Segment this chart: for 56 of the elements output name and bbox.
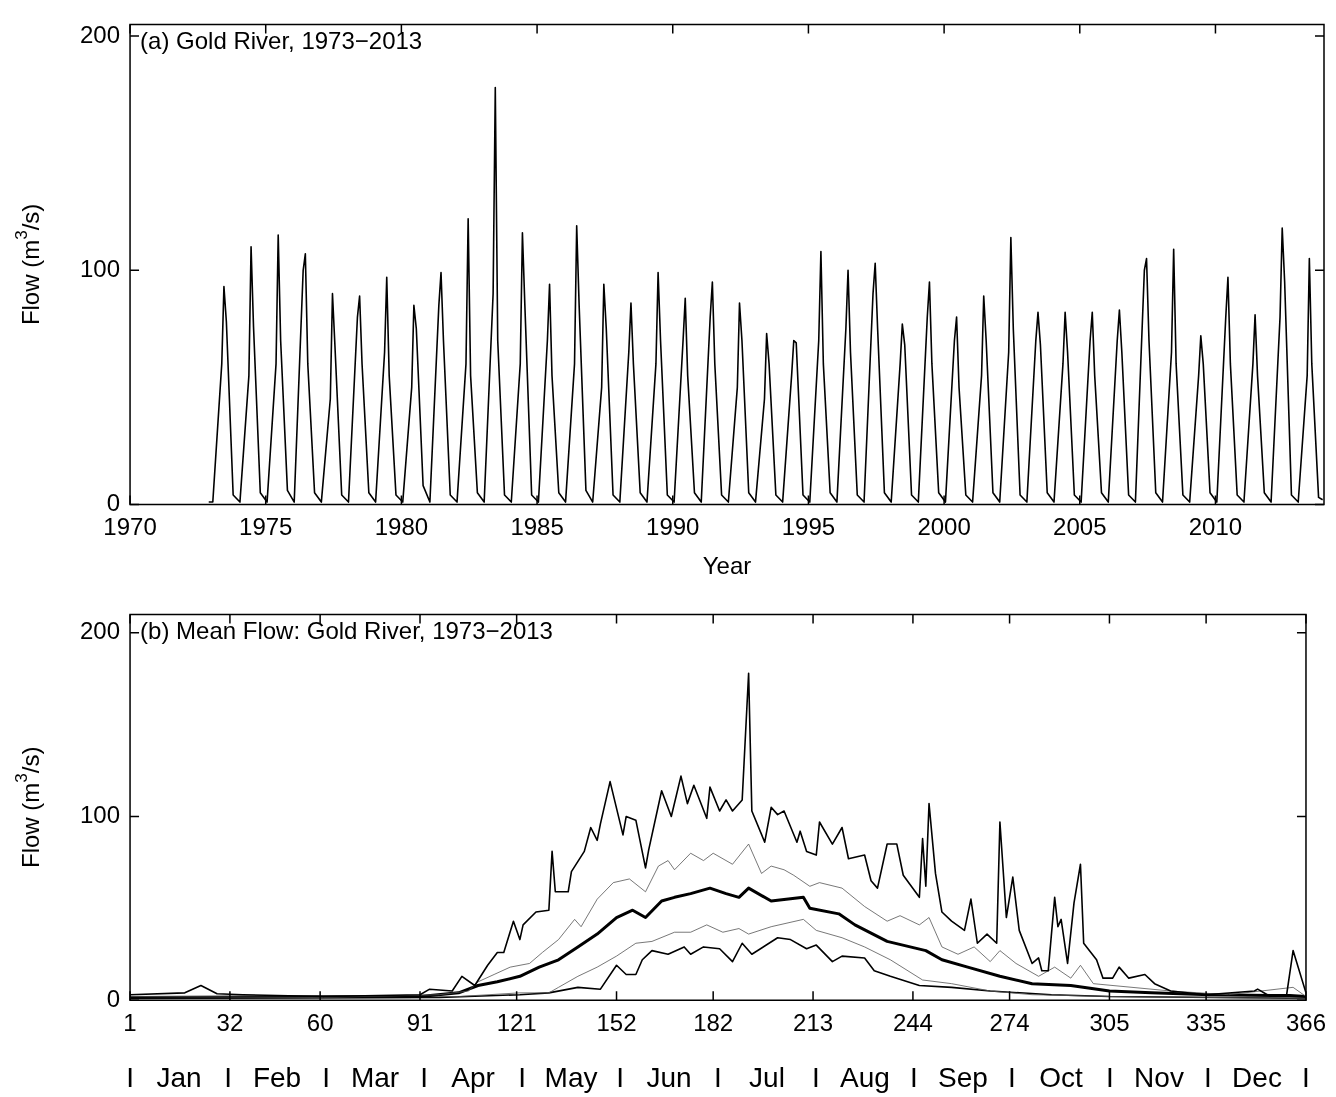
- x-tick-label: 1980: [374, 513, 429, 541]
- x-tick-label: 2010: [1188, 513, 1243, 541]
- y-tick-label: 0: [106, 984, 121, 1012]
- text: Nov: [1134, 1061, 1184, 1093]
- y-tick-label: 200: [80, 20, 121, 48]
- x-tick-label: 274: [989, 1009, 1030, 1037]
- x-axis-title: Year: [702, 552, 752, 580]
- x-tick-label: 152: [596, 1009, 637, 1037]
- text: I: [518, 1061, 526, 1093]
- text: I: [812, 1061, 820, 1093]
- text: I: [322, 1061, 330, 1093]
- y-tick-label: 100: [80, 801, 121, 829]
- y-axis-title: Flow (m3/s): [12, 203, 44, 326]
- text: Jul: [749, 1061, 785, 1093]
- text: I: [1106, 1061, 1114, 1093]
- text: Mar: [350, 1061, 400, 1093]
- y-tick-label: 100: [80, 254, 121, 282]
- text: I: [224, 1061, 232, 1093]
- x-tick-label: 366: [1285, 1009, 1326, 1037]
- x-tick-label: 1990: [646, 513, 700, 541]
- chart-title: (b) Mean Flow: Gold River, 1973−2013: [140, 617, 553, 645]
- x-tick-label: 32: [216, 1009, 244, 1037]
- x-tick-label: 60: [306, 1009, 334, 1037]
- x-tick-label: 1: [123, 1009, 137, 1037]
- text: I: [1204, 1061, 1212, 1093]
- text: Dec: [1232, 1061, 1282, 1093]
- text: Aug: [840, 1061, 890, 1093]
- text: I: [126, 1061, 134, 1093]
- text: Jun: [646, 1061, 692, 1093]
- x-tick-label: 305: [1089, 1009, 1130, 1037]
- text: I: [1008, 1061, 1016, 1093]
- text: I: [714, 1061, 722, 1093]
- x-tick-label: 2000: [917, 513, 971, 541]
- x-tick-label: 1985: [510, 513, 564, 541]
- text: Jan: [156, 1061, 202, 1093]
- x-tick-label: 91: [406, 1009, 434, 1037]
- chart-title: (a) Gold River, 1973−2013: [140, 27, 423, 55]
- y-tick-label: 200: [80, 617, 121, 645]
- x-tick-label: 335: [1186, 1009, 1227, 1037]
- x-tick-label: 121: [496, 1009, 537, 1037]
- text: I: [616, 1061, 624, 1093]
- text: Oct: [1039, 1061, 1083, 1093]
- text: Sep: [938, 1061, 988, 1093]
- text: I: [910, 1061, 918, 1093]
- text: May: [544, 1061, 598, 1093]
- text: Feb: [252, 1061, 302, 1093]
- y-axis-title: Flow (m3/s): [12, 746, 44, 869]
- text: I: [1302, 1061, 1310, 1093]
- text: I: [420, 1061, 428, 1093]
- x-tick-label: 2005: [1053, 513, 1107, 541]
- text: Apr: [451, 1061, 495, 1093]
- x-tick-label: 213: [793, 1009, 834, 1037]
- x-tick-label: 1975: [239, 513, 293, 541]
- x-tick-label: 1995: [781, 513, 836, 541]
- x-tick-label: 244: [892, 1009, 933, 1037]
- x-tick-label: 182: [693, 1009, 734, 1037]
